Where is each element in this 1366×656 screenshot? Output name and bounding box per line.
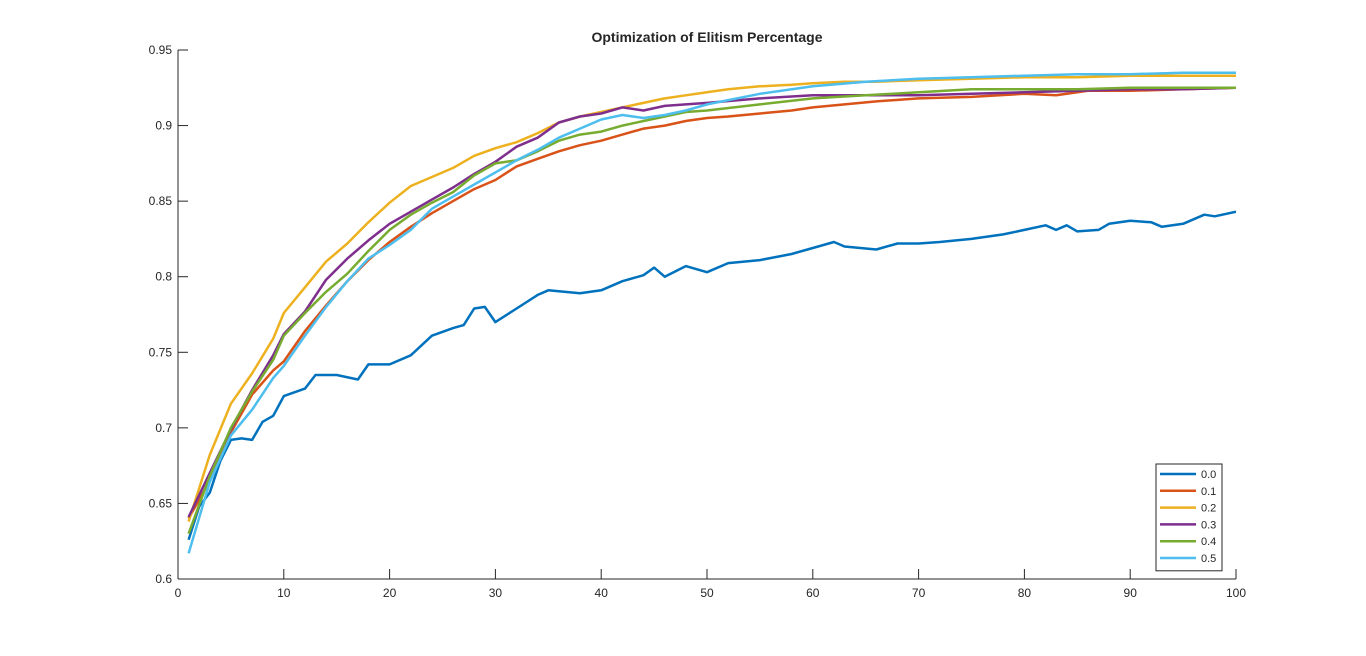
series-line-0	[187, 210, 1236, 541]
x-tick-label: 100	[1226, 586, 1246, 600]
x-tick-label: 0	[175, 586, 182, 600]
x-tick-label: 80	[1018, 586, 1032, 600]
x-tick-label: 50	[700, 586, 714, 600]
legend-label-4: 0.4	[1201, 536, 1216, 548]
series-line-4	[187, 86, 1236, 535]
y-tick-label: 0.85	[149, 194, 173, 208]
y-tick-label: 0.9	[155, 119, 172, 133]
x-tick-label: 90	[1124, 586, 1138, 600]
x-tick-label: 30	[489, 586, 503, 600]
x-tick-label: 20	[383, 586, 397, 600]
x-tick-label: 10	[277, 586, 291, 600]
y-tick-label: 0.65	[149, 496, 173, 510]
legend-label-3: 0.3	[1201, 519, 1216, 531]
series-line-1	[187, 86, 1236, 520]
series-line-5	[187, 71, 1236, 554]
series-line-2	[187, 74, 1236, 522]
axes: 0 10 20 30 40 50 60 70 80 90 100 0.6 0.65 0.7 0.75 0.8 0…	[149, 43, 1247, 600]
plot-area	[187, 71, 1236, 554]
x-tick-label: 60	[806, 586, 820, 600]
y-tick-label: 0.6	[155, 572, 172, 586]
chart-title: Optimization of Elitism Percentage	[591, 29, 822, 45]
legend: 0.0 0.1 0.2 0.3 0.4 0.5	[1155, 463, 1223, 572]
legend-label-0: 0.0	[1201, 469, 1216, 481]
legend-label-5: 0.5	[1201, 553, 1216, 565]
y-tick-label: 0.75	[149, 345, 173, 359]
series-line-3	[187, 86, 1236, 518]
y-tick-label: 0.7	[155, 421, 172, 435]
legend-box	[1155, 463, 1223, 572]
x-tick-label: 40	[595, 586, 609, 600]
x-tick-label: 70	[912, 586, 926, 600]
y-tick-label: 0.8	[155, 270, 172, 284]
legend-label-2: 0.2	[1201, 503, 1216, 515]
legend-label-1: 0.1	[1201, 486, 1216, 498]
y-tick-label: 0.95	[149, 43, 173, 57]
